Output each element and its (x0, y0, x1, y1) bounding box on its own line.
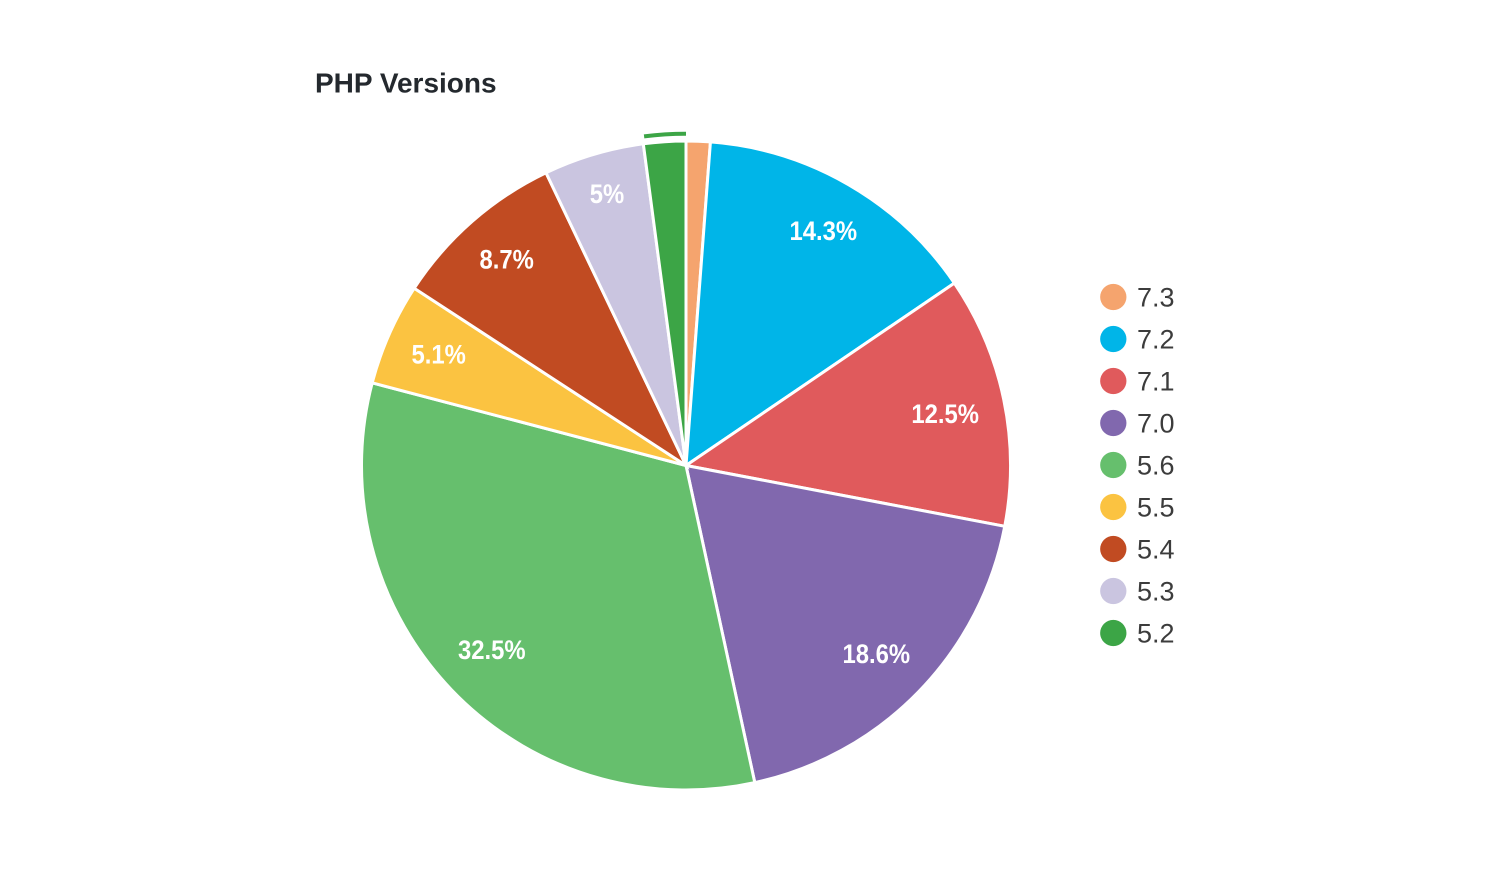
svg-text:7.3: 7.3 (1137, 282, 1175, 312)
svg-text:PHP Versions: PHP Versions (315, 68, 497, 99)
svg-text:18.6%: 18.6% (843, 640, 911, 669)
svg-text:14.3%: 14.3% (789, 217, 857, 246)
svg-text:5.2: 5.2 (1137, 618, 1175, 648)
svg-text:5.4: 5.4 (1137, 534, 1175, 564)
svg-text:7.1: 7.1 (1137, 366, 1175, 396)
svg-text:5.5: 5.5 (1137, 492, 1175, 522)
svg-text:5%: 5% (590, 180, 624, 209)
svg-text:12.5%: 12.5% (911, 400, 979, 429)
svg-text:7.0: 7.0 (1137, 408, 1175, 438)
svg-text:5.6: 5.6 (1137, 450, 1175, 480)
svg-text:8.7%: 8.7% (479, 246, 533, 275)
svg-text:5.3: 5.3 (1137, 576, 1175, 606)
svg-text:7.2: 7.2 (1137, 324, 1175, 354)
svg-text:32.5%: 32.5% (458, 636, 526, 665)
svg-text:5.1%: 5.1% (412, 341, 466, 370)
